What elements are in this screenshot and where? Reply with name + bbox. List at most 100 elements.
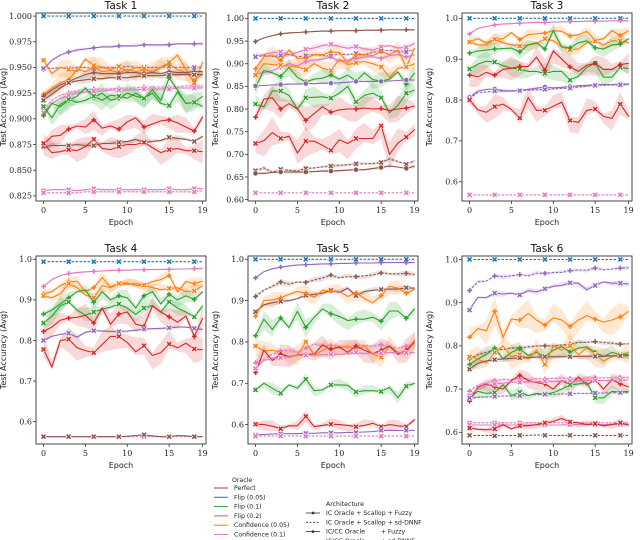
data-point [378,123,384,129]
subplot-title: Task 2 [316,0,350,12]
data-point [466,366,473,372]
data-point [303,280,309,285]
data-point [403,350,409,356]
data-point [91,328,97,334]
axes-frame [247,12,419,202]
data-point [567,382,573,388]
data-point [66,126,72,132]
data-point [567,268,573,274]
data-point [542,391,548,397]
x-tick-label: 5 [295,449,300,458]
error-band [469,85,629,134]
data-point [517,272,523,277]
data-point [542,343,548,349]
series-line [255,66,416,88]
data-point [141,86,147,92]
x-axis-label: Epoch [321,218,346,227]
data-point [116,87,122,93]
data-point [353,190,359,196]
y-tick-label: 0.975 [9,38,32,47]
data-point [252,140,259,147]
y-tick-label: 0.6 [231,420,244,429]
data-point [278,256,284,262]
data-point [191,297,197,302]
data-point [303,325,309,330]
error-band [469,391,629,399]
data-point [492,46,498,52]
data-point [278,15,284,22]
data-point [328,190,334,196]
y-tick-label: 0.8 [445,342,458,351]
data-point [403,433,409,439]
error-band [255,53,415,84]
y-axis-label: Test Accuracy (Avg) [211,68,220,147]
data-point [517,432,523,438]
data-point [91,65,97,70]
error-band [43,284,203,317]
data-point [166,86,172,92]
data-point [353,135,359,142]
x-tick-label: 0 [253,449,258,458]
data-point [303,53,309,59]
data-point [166,325,172,331]
data-point [91,45,97,51]
data-point [191,259,197,265]
data-point [353,166,359,173]
data-point [517,355,523,361]
data-point [378,260,384,266]
data-point [252,421,259,427]
data-point [278,62,284,68]
data-point [542,354,548,360]
data-point [328,163,334,169]
y-tick-label: 0.950 [9,63,32,72]
error-band [255,77,415,120]
x-tick-label: 0 [467,449,472,458]
data-point [353,99,359,105]
data-point [66,299,72,305]
data-point [617,390,623,396]
data-point [166,147,172,153]
data-point [592,15,598,21]
data-point [492,104,498,110]
subplot-title: Task 6 [530,243,564,255]
error-band [255,410,415,432]
data-point [567,45,573,51]
data-point [278,426,284,432]
x-tick-label: 5 [295,206,300,215]
data-point [40,140,47,147]
data-point [141,189,147,195]
data-point [66,330,72,336]
data-point [403,161,409,167]
data-point [492,308,498,314]
data-point [166,291,172,297]
data-point [303,413,309,419]
data-point [116,328,122,335]
data-point [252,170,259,177]
data-point [303,262,309,268]
data-point [378,64,384,70]
x-tick-label: 0 [41,449,46,458]
error-band [43,71,203,119]
data-point [353,106,359,112]
data-point [303,290,309,296]
data-point [517,393,523,399]
data-point [403,290,409,296]
data-point [302,169,309,175]
y-tick-label: 1.0 [445,14,458,23]
data-point [191,64,197,71]
data-point [592,390,598,396]
data-point [328,95,334,101]
data-point [353,316,359,322]
data-point [328,67,334,74]
data-point [492,256,498,263]
legend-oracle-title: Oracle [232,477,252,484]
data-point [378,190,384,196]
data-point [592,256,598,263]
data-point [592,432,598,438]
data-point [567,419,573,425]
data-point [303,15,309,22]
data-point [66,96,72,102]
data-point [91,295,97,301]
subplot-1: Task 1 0.825 0.850 0.875 0.900 0.925 0.950 0.97… [0,0,208,227]
